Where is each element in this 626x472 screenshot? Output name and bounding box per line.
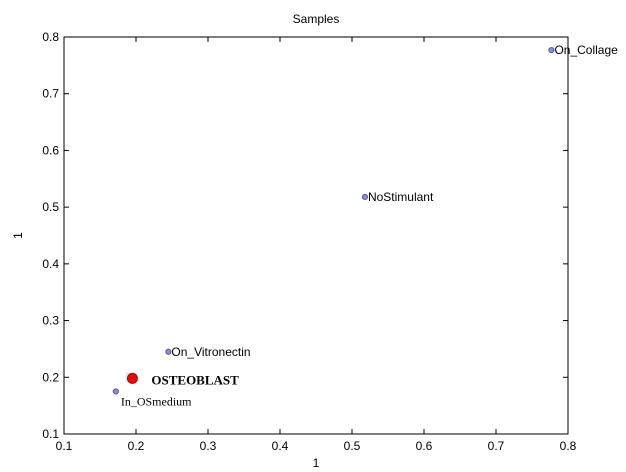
y-axis-label: 1	[11, 232, 25, 239]
point-label-osteoblast: OSTEOBLAST	[151, 372, 239, 387]
x-tick-label: 0.3	[200, 439, 217, 453]
y-tick-label: 0.6	[42, 143, 59, 157]
x-tick-label: 0.6	[416, 439, 433, 453]
axis-ticks: 0.1 0.2 0.3 0.4 0.5 0.6 0.7 0.8 0.1 0.2 0.3 0.4 0.5 0…	[42, 30, 576, 453]
y-tick-label: 0.7	[42, 87, 59, 101]
y-tick-label: 0.5	[42, 200, 59, 214]
y-tick-label: 0.3	[42, 314, 59, 328]
point-osteoblast	[126, 372, 138, 384]
x-axis-label: 1	[313, 456, 320, 470]
data-points: On_Collage NoStimulant On_Vitronectin OSTEO…	[112, 43, 618, 408]
point-on-vitronectin	[165, 348, 172, 355]
x-tick-label: 0.1	[56, 439, 73, 453]
y-tick-label: 0.8	[42, 30, 59, 44]
x-tick-label: 0.5	[344, 439, 361, 453]
y-tick-label: 0.4	[42, 257, 59, 271]
x-tick-label: 0.4	[272, 439, 289, 453]
point-label-on-collage: On_Collage	[554, 43, 618, 57]
x-tick-label: 0.8	[560, 439, 577, 453]
chart-title: Samples	[293, 12, 340, 26]
point-nostimulant	[361, 193, 369, 201]
point-in-osmedium	[112, 388, 119, 395]
point-label-on-vitronectin: On_Vitronectin	[171, 345, 250, 359]
plot-frame	[63, 36, 569, 435]
point-label-in-osmedium: In_OSmedium	[121, 394, 192, 408]
x-tick-label: 0.7	[488, 439, 505, 453]
point-on-collage	[548, 46, 555, 54]
point-label-nostimulant: NoStimulant	[368, 190, 434, 204]
y-tick-label: 0.1	[42, 427, 59, 441]
x-tick-label: 0.2	[128, 439, 145, 453]
y-tick-label: 0.2	[42, 370, 59, 384]
